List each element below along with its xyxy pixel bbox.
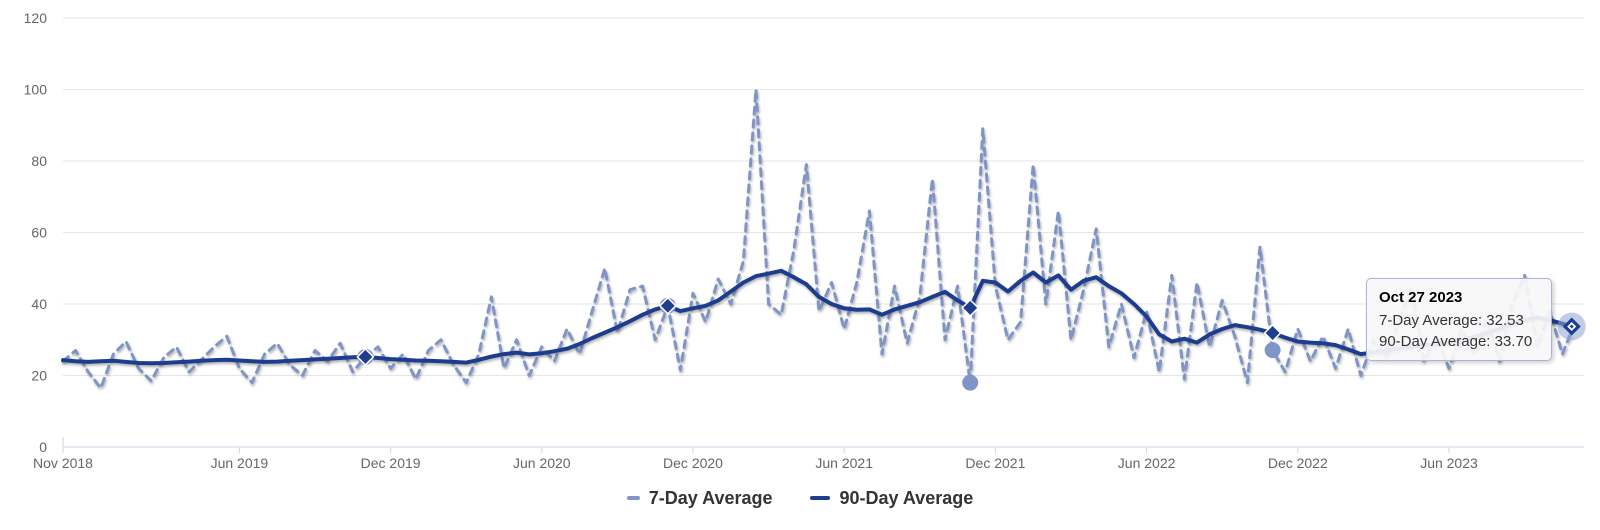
series-7day-line[interactable] [61, 88, 1574, 390]
y-tick-label: 40 [31, 296, 47, 312]
x-tick-label: Jun 2020 [513, 455, 571, 471]
marker-90day-diamond[interactable] [1263, 323, 1282, 343]
marker-90day-diamond[interactable] [356, 347, 375, 366]
x-tick-label: Jun 2019 [211, 455, 269, 471]
series-90day-line[interactable] [61, 268, 1574, 366]
y-tick-label: 80 [31, 153, 47, 169]
tooltip-date: Oct 27 2023 [1379, 289, 1463, 306]
chart-tooltip: Oct 27 2023 7-Day Average: 32.53 90-Day … [1366, 278, 1552, 361]
legend-item-7day[interactable]: 7-Day Average [626, 487, 773, 509]
y-tick-label: 120 [24, 10, 48, 26]
x-tick-label: Dec 2020 [663, 455, 723, 471]
y-tick-label: 0 [39, 439, 47, 455]
marker-90day-diamond[interactable] [961, 298, 980, 317]
chart-canvas: 0 20 40 60 80 100 120 Nov 2018 Jun 2019 Dec 2019 J… [24, 10, 1586, 471]
marker-7day-circle[interactable] [1264, 342, 1281, 359]
x-tick-label: Dec 2021 [965, 455, 1025, 471]
legend-dash-90day-icon [810, 496, 831, 500]
y-tick-label: 100 [24, 82, 48, 98]
legend-dash-7day-icon [626, 496, 640, 500]
legend-item-90day[interactable]: 90-Day Average [810, 488, 973, 509]
x-tick-label: Dec 2022 [1268, 455, 1328, 471]
x-tick-label: Jun 2021 [815, 455, 873, 471]
chart-legend: 7-Day Average 90-Day Average [0, 484, 1600, 512]
x-tick-label: Nov 2018 [33, 455, 93, 471]
tooltip-90day-value: 90-Day Average: 33.70 [1379, 333, 1533, 350]
marker-7day-circle[interactable] [962, 374, 979, 391]
x-tick-label: Dec 2019 [361, 455, 421, 471]
x-tick-label: Jun 2022 [1118, 455, 1176, 471]
legend-label-90day: 90-Day Average [839, 487, 974, 508]
tooltip-7day-value: 7-Day Average: 32.53 [1379, 312, 1524, 329]
x-tick-label: Jun 2023 [1420, 455, 1478, 471]
hover-point-diamond-center[interactable] [1569, 324, 1574, 329]
y-tick-label: 60 [31, 225, 47, 241]
y-tick-label: 20 [31, 368, 47, 384]
marker-90day-diamond[interactable] [658, 296, 677, 315]
legend-label-7day: 7-Day Average [648, 487, 773, 508]
